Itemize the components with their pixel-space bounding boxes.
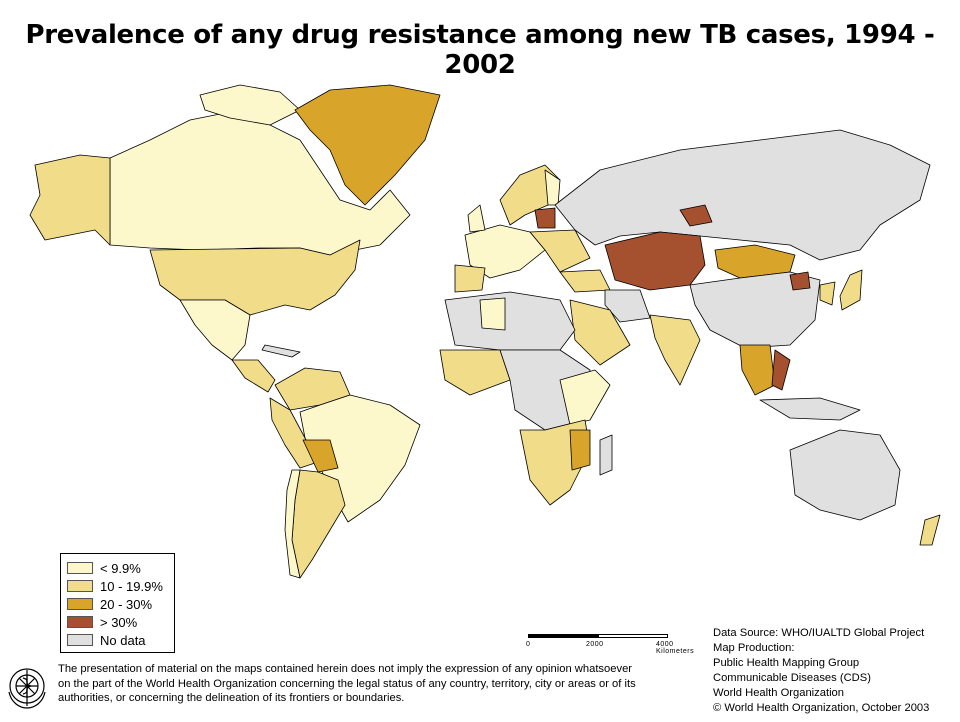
mozambique-region <box>569 429 591 471</box>
west-africa <box>439 349 511 396</box>
southeast-asia <box>739 344 776 396</box>
russia-highlight <box>679 204 713 227</box>
legend-label: No data <box>100 632 146 648</box>
who-emblem-icon <box>8 668 46 709</box>
china-province <box>789 271 811 291</box>
credit-line: Data Source: WHO/IUALTD Global Project <box>713 627 925 639</box>
legend-item: < 9.9% <box>67 559 174 577</box>
peru-ecuador <box>269 397 319 469</box>
legend-swatch <box>67 598 93 610</box>
world-map <box>29 84 941 579</box>
legend-swatch <box>67 634 93 646</box>
map-legend: < 9.9% 10 - 19.9% 20 - 30% > 30% No data <box>60 553 175 653</box>
legend-item: > 30% <box>67 613 174 631</box>
credit-line: © World Health Organization, October 200… <box>713 702 930 714</box>
new-zealand <box>919 514 941 546</box>
turkey-caucasus <box>559 269 611 293</box>
credits-block: Data Source: WHO/IUALTD Global Project M… <box>713 626 958 716</box>
legend-swatch <box>67 562 93 574</box>
greenland <box>294 84 441 206</box>
baltic-states <box>534 207 556 229</box>
madagascar <box>599 434 613 476</box>
scale-label: 0 <box>526 641 531 648</box>
alaska <box>29 154 111 246</box>
arctic-islands <box>199 84 301 126</box>
uk <box>467 204 486 233</box>
east-africa <box>559 369 611 426</box>
india <box>649 314 701 386</box>
credit-line: Map Production: <box>713 642 795 654</box>
disclaimer-text: The presentation of material on the maps… <box>58 662 723 706</box>
legend-label: 10 - 19.9% <box>100 578 163 594</box>
scale-label: 2000 <box>586 641 604 648</box>
credit-line: Public Health Mapping Group <box>713 657 860 669</box>
brazil <box>299 394 421 523</box>
map-title: Prevalence of any drug resistance among … <box>25 20 935 80</box>
legend-item: No data <box>67 631 174 649</box>
indonesia <box>759 397 861 421</box>
argentina <box>291 469 346 579</box>
mexico <box>179 299 251 361</box>
scale-bar-line <box>528 634 668 638</box>
scale-bar: 0 2000 4000 Kilometers <box>524 632 694 656</box>
iran <box>604 289 651 323</box>
legend-swatch <box>67 616 93 628</box>
central-america <box>231 359 276 393</box>
finland <box>544 169 561 206</box>
korea <box>819 281 836 306</box>
bolivia <box>302 439 339 473</box>
australia <box>789 429 901 521</box>
credit-line: Communicable Diseases (CDS) <box>713 672 871 684</box>
japan <box>839 269 863 311</box>
legend-label: > 30% <box>100 614 138 630</box>
scale-label: 4000 Kilometers <box>656 641 695 655</box>
arabia <box>569 299 631 366</box>
north-africa <box>444 291 576 351</box>
credit-line: World Health Organization <box>713 687 844 699</box>
iberia <box>454 264 486 293</box>
algeria <box>479 297 506 331</box>
cuba <box>261 344 301 358</box>
russia <box>554 129 931 261</box>
china <box>689 271 821 349</box>
eastern-europe <box>529 229 591 273</box>
vietnam <box>771 349 791 391</box>
kazakhstan-region <box>604 231 706 291</box>
disclaimer-line: on the part of the World Health Organiza… <box>58 677 636 690</box>
legend-item: 10 - 19.9% <box>67 577 174 595</box>
legend-item: 20 - 30% <box>67 595 174 613</box>
disclaimer-line: authorities, or concerning the delineati… <box>58 692 405 705</box>
disclaimer-line: The presentation of material on the maps… <box>58 663 633 675</box>
legend-label: < 9.9% <box>100 560 141 576</box>
legend-label: 20 - 30% <box>100 596 153 612</box>
chile <box>284 469 301 579</box>
legend-swatch <box>67 580 93 592</box>
